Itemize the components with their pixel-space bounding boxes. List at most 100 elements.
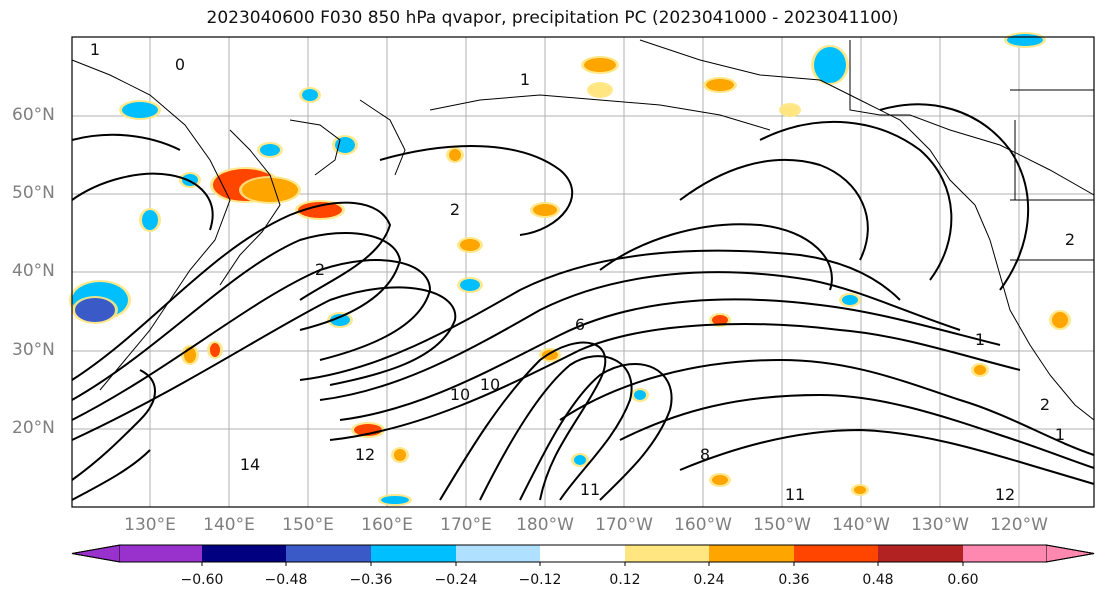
contour-line xyxy=(619,393,1095,469)
contour-line xyxy=(879,103,1030,291)
colorbar-segment xyxy=(625,545,709,562)
contour-line xyxy=(339,298,1001,421)
colorbar-tick-label: −0.48 xyxy=(264,572,308,588)
precip-area xyxy=(302,89,318,101)
contour-line xyxy=(479,355,633,501)
longitude-label: 140°E xyxy=(203,515,255,535)
precip-area xyxy=(122,102,158,118)
contour-label: 12 xyxy=(355,445,375,464)
colorbar-extend-high xyxy=(1045,544,1095,563)
contour-label: 8 xyxy=(700,445,710,464)
precip-area xyxy=(706,79,734,91)
precip-area xyxy=(584,58,616,72)
longitude-label: 170°E xyxy=(440,515,492,535)
contour-label: 12 xyxy=(995,485,1015,504)
colorbar-tick-label: 0.12 xyxy=(609,572,641,588)
precip-area xyxy=(330,314,350,326)
contour-label: 14 xyxy=(240,455,260,474)
colorbar-segment xyxy=(709,545,794,562)
graticule xyxy=(72,37,1094,507)
colorbar-segment xyxy=(286,545,371,562)
colorbar-segment xyxy=(794,545,878,562)
contour-label: 1 xyxy=(520,70,530,89)
contour-label: 2 xyxy=(315,260,325,279)
colorbar-tick-label: −0.36 xyxy=(349,572,393,588)
map-frame xyxy=(71,36,1095,508)
precip-area xyxy=(782,105,798,115)
precip-area xyxy=(210,343,220,357)
colorbar-tick-label: 0.36 xyxy=(778,572,810,588)
longitude-label: 150°E xyxy=(282,515,334,535)
colorbar-segment xyxy=(456,545,540,562)
precip-area xyxy=(394,449,406,461)
contour-label: 2 xyxy=(450,200,460,219)
precip-area xyxy=(449,149,461,161)
colorbar xyxy=(71,544,1095,566)
contour-line xyxy=(559,358,1095,456)
contour-label: 6 xyxy=(575,315,585,334)
contour-line xyxy=(379,145,574,236)
contour-line xyxy=(319,271,961,401)
contour-label: 11 xyxy=(785,485,805,504)
coastline-segment xyxy=(289,119,341,176)
colorbar-tick-label: 0.24 xyxy=(693,572,725,588)
precip-area xyxy=(75,298,115,322)
colorbar-tick-label: −0.24 xyxy=(434,572,478,588)
precip-area xyxy=(574,455,586,465)
contour-line xyxy=(329,323,1021,441)
longitude-label: 140°W xyxy=(832,515,890,535)
contour-line xyxy=(71,133,181,151)
colorbar-tick-label: 0.60 xyxy=(947,572,979,588)
colorbar-tick-label: 0.48 xyxy=(862,572,894,588)
contour-line xyxy=(71,449,151,501)
latitude-label: 60°N xyxy=(12,105,55,125)
colorbar-extend-low xyxy=(71,544,121,563)
longitude-label: 170°W xyxy=(595,515,653,535)
contour-line xyxy=(439,341,607,501)
coastline-segment xyxy=(71,59,231,391)
contour-label: 1 xyxy=(90,40,100,59)
qvapor-contours xyxy=(71,103,1095,501)
colorbar-segment xyxy=(540,545,625,562)
contour-line xyxy=(71,172,214,231)
longitude-label: 130°W xyxy=(911,515,969,535)
contour-label: 2 xyxy=(1040,395,1050,414)
precip-area xyxy=(460,239,480,251)
coastline-segment xyxy=(639,39,976,206)
precip-area xyxy=(712,315,728,325)
colorbar-segment xyxy=(371,545,456,562)
precip-area xyxy=(335,137,355,153)
contour-label: 1 xyxy=(975,330,985,349)
contour-line xyxy=(599,223,833,291)
contour-line xyxy=(71,231,402,401)
longitude-label: 130°E xyxy=(124,515,176,535)
precip-area xyxy=(1052,312,1068,328)
precip-area xyxy=(842,295,858,305)
precip-area xyxy=(712,475,728,485)
longitude-label: 150°W xyxy=(753,515,811,535)
contour-line xyxy=(71,259,432,421)
longitude-label: 120°W xyxy=(990,515,1048,535)
colorbar-segment xyxy=(878,545,963,562)
precip-area xyxy=(142,210,158,230)
colorbar-outline xyxy=(71,544,1095,563)
contour-label: 11 xyxy=(580,480,600,499)
precip-area xyxy=(1007,34,1043,46)
precip-area xyxy=(260,144,280,156)
precip-area xyxy=(533,204,557,216)
latitude-label: 50°N xyxy=(12,183,55,203)
coastline-segment xyxy=(974,204,1095,421)
contour-line xyxy=(71,286,457,441)
precip-area xyxy=(460,279,480,291)
contour-label: 10 xyxy=(480,375,500,394)
latitude-label: 30°N xyxy=(12,340,55,360)
contour-line xyxy=(759,120,953,281)
colorbar-tick-label: −0.60 xyxy=(180,572,224,588)
precip-area xyxy=(854,486,866,494)
precip-area xyxy=(634,390,646,400)
coastline-segment xyxy=(849,40,1095,196)
latitude-label: 40°N xyxy=(12,261,55,281)
longitude-label: 180°W xyxy=(516,515,574,535)
